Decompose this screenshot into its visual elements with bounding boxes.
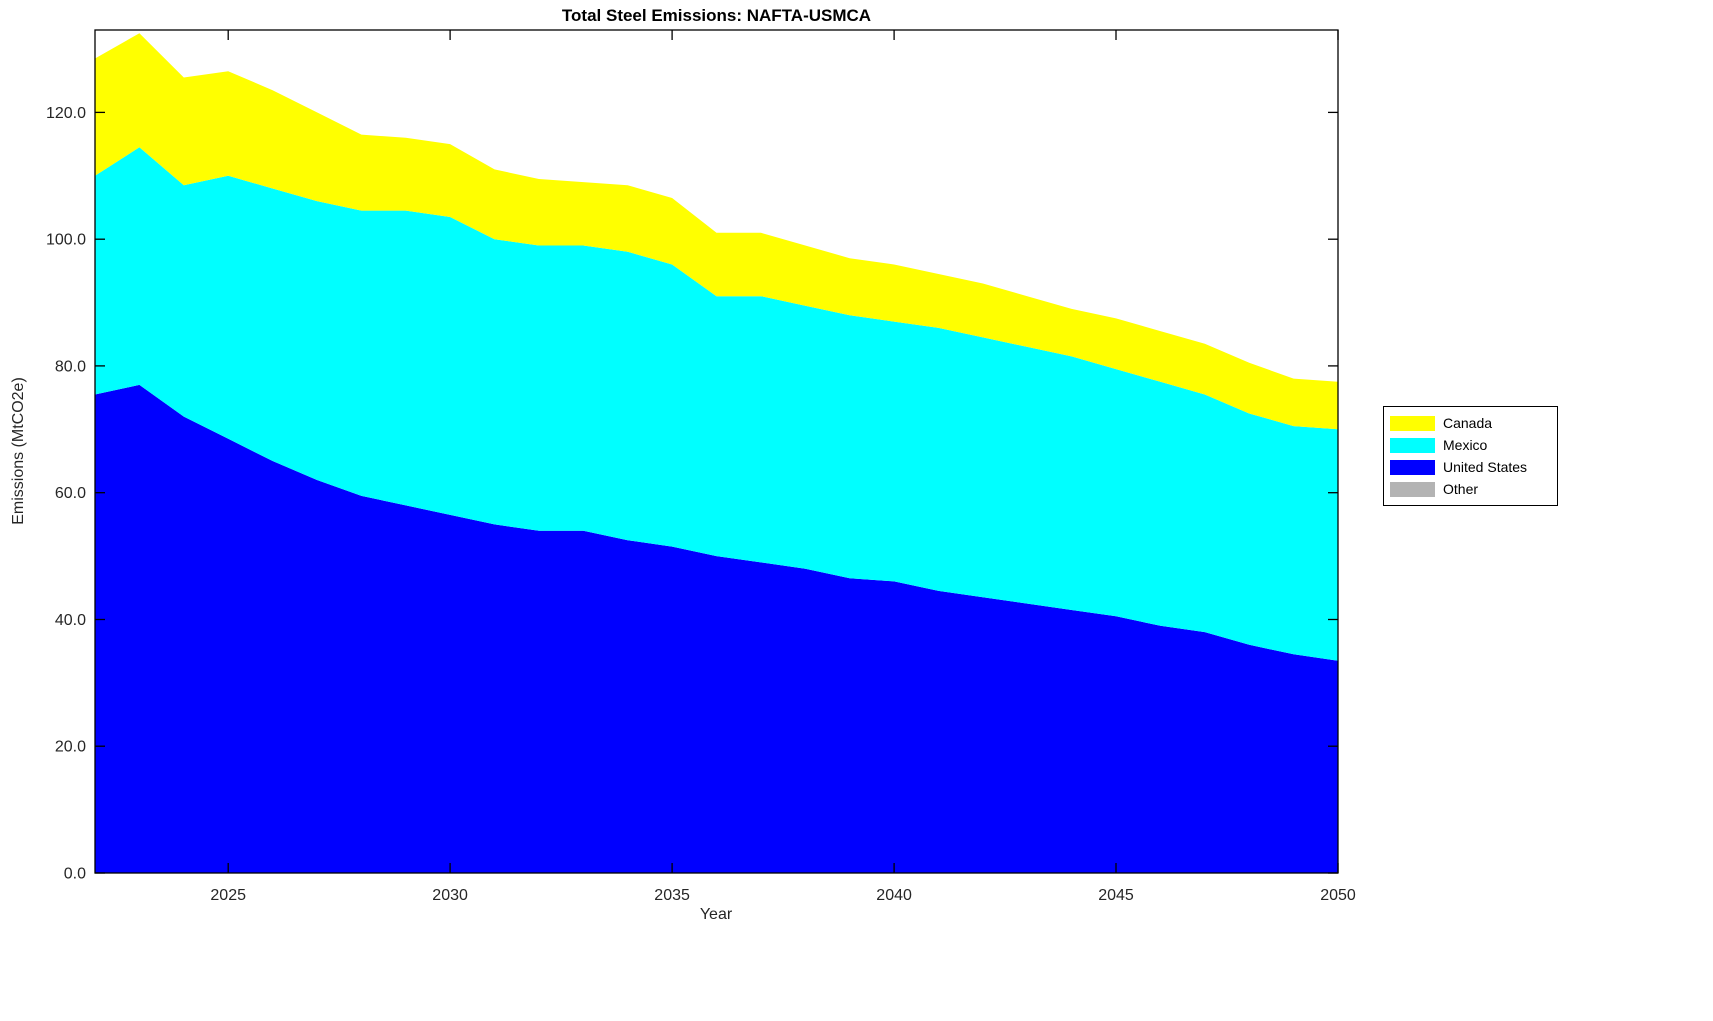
- y-tick-label: 100.0: [46, 232, 86, 249]
- legend-swatch-canada: [1390, 415, 1435, 431]
- legend-swatch-united-states: [1390, 459, 1435, 475]
- legend-label-mexico: Mexico: [1443, 437, 1488, 453]
- x-tick-label: 2030: [432, 887, 468, 904]
- x-tick-label: 2040: [876, 887, 912, 904]
- legend-label-other: Other: [1443, 481, 1479, 497]
- legend-item-mexico: Mexico: [1390, 434, 1551, 456]
- plot-box: [94, 29, 1339, 874]
- y-tick-label: 80.0: [55, 358, 86, 375]
- y-tick-label: 40.0: [55, 612, 86, 629]
- legend-item-united-states: United States: [1390, 456, 1551, 478]
- chart-title: Total Steel Emissions: NAFTA-USMCA: [561, 6, 872, 25]
- legend: Canada Mexico United States Other: [1383, 406, 1558, 506]
- y-tick-label: 20.0: [55, 739, 86, 756]
- legend-item-canada: Canada: [1390, 412, 1551, 434]
- y-axis-label: Emissions (MtCO2e): [10, 377, 27, 525]
- legend-label-united-states: United States: [1443, 459, 1528, 475]
- x-tick-label: 2025: [210, 887, 246, 904]
- legend-label-canada: Canada: [1443, 415, 1493, 431]
- area-canada: [95, 33, 1338, 430]
- y-tick-label: 0.0: [64, 866, 86, 883]
- x-tick-label: 2050: [1320, 887, 1356, 904]
- x-tick-label: 2035: [654, 887, 690, 904]
- y-tick-label: 120.0: [46, 105, 86, 122]
- area-united-states: [95, 384, 1338, 873]
- legend-item-other: Other: [1390, 478, 1551, 500]
- x-tick-label: 2045: [1098, 887, 1134, 904]
- x-axis-label: Year: [699, 906, 733, 923]
- y-tick-label: 60.0: [55, 485, 86, 502]
- legend-swatch-mexico: [1390, 437, 1435, 453]
- legend-swatch-other: [1390, 481, 1435, 497]
- area-mexico: [95, 147, 1338, 661]
